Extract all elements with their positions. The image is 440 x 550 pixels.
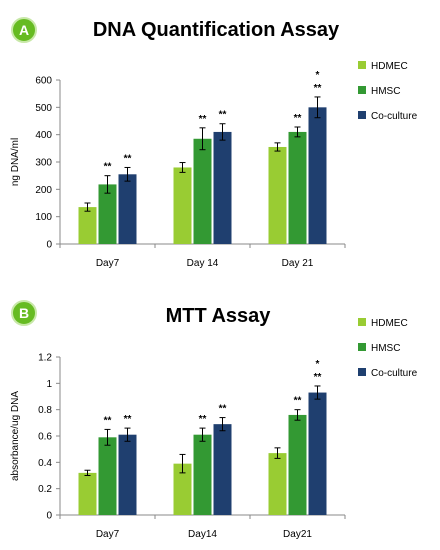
significance-label: ** <box>219 110 227 121</box>
significance-label: ** <box>124 414 132 425</box>
x-category-label: Day7 <box>96 529 120 540</box>
bar <box>268 453 287 515</box>
y-tick-label: 0 <box>46 240 52 251</box>
y-tick-label: 100 <box>35 212 52 223</box>
significance-label: ** <box>104 415 112 426</box>
x-category-label: Day21 <box>283 529 312 540</box>
significance-label: ** <box>294 396 302 407</box>
panel-badge <box>11 300 37 326</box>
panel-badge <box>11 17 37 43</box>
legend-swatch <box>358 86 366 94</box>
legend-swatch <box>358 343 366 351</box>
bar <box>308 107 327 244</box>
significance-label: * <box>316 359 320 370</box>
bar <box>288 131 307 244</box>
y-tick-label: 200 <box>35 185 52 196</box>
panel-badge-label: B <box>19 305 29 321</box>
y-tick-label: 0.6 <box>38 432 52 443</box>
bar <box>213 131 232 244</box>
significance-label: ** <box>314 372 322 383</box>
bar <box>78 207 97 244</box>
y-axis-label: ng DNA/ml <box>10 138 21 186</box>
legend-label: HMSC <box>371 86 400 97</box>
bar <box>193 434 212 515</box>
y-tick-label: 500 <box>35 103 52 114</box>
bar <box>98 184 117 244</box>
bar <box>118 174 137 244</box>
y-tick-label: 300 <box>35 158 52 169</box>
significance-label: ** <box>104 162 112 173</box>
significance-label: ** <box>199 414 207 425</box>
significance-label: ** <box>219 404 227 415</box>
chart-title: MTT Assay <box>166 305 272 327</box>
y-tick-label: 1.2 <box>38 353 52 364</box>
bar <box>288 414 307 515</box>
bar <box>268 146 287 244</box>
significance-label: ** <box>294 113 302 124</box>
legend-label: Co-culture <box>371 368 418 379</box>
significance-label: * <box>316 70 320 81</box>
legend-label: HDMEC <box>371 318 408 329</box>
y-tick-label: 0.2 <box>38 484 52 495</box>
bar <box>173 167 192 244</box>
bar <box>118 434 137 515</box>
y-tick-label: 0.8 <box>38 405 52 416</box>
chart-panel-a: A DNA Quantification Assay 0 100 200 300 400 50… <box>10 17 418 269</box>
x-category-label: Day7 <box>96 258 120 269</box>
chart-title: DNA Quantification Assay <box>93 19 340 41</box>
panel-badge-label: A <box>19 22 29 38</box>
y-tick-label: 0 <box>46 511 52 522</box>
bar <box>193 138 212 244</box>
y-tick-label: 600 <box>35 76 52 87</box>
bar <box>98 437 117 515</box>
bar <box>78 472 97 515</box>
legend-swatch <box>358 61 366 69</box>
legend-label: HMSC <box>371 343 400 354</box>
y-tick-label: 1 <box>46 379 52 390</box>
chart-panel-b: B MTT Assay 0 0.2 0.4 0.6 0.8 1 1.2 absorbance/ug… <box>10 300 418 540</box>
y-tick-label: 400 <box>35 130 52 141</box>
legend-swatch <box>358 318 366 326</box>
legend-swatch <box>358 111 366 119</box>
significance-label: ** <box>124 153 132 164</box>
bar <box>173 463 192 515</box>
bar <box>308 392 327 515</box>
bar <box>213 424 232 515</box>
y-axis-label: absorbance/ug DNA <box>10 391 21 481</box>
x-category-label: Day14 <box>188 529 217 540</box>
y-tick-label: 0.4 <box>38 458 52 469</box>
significance-label: ** <box>314 83 322 94</box>
x-category-label: Day 21 <box>282 258 314 269</box>
x-category-label: Day 14 <box>187 258 219 269</box>
significance-label: ** <box>199 114 207 125</box>
legend-swatch <box>358 368 366 376</box>
legend-label: HDMEC <box>371 61 408 72</box>
legend-label: Co-culture <box>371 111 418 122</box>
